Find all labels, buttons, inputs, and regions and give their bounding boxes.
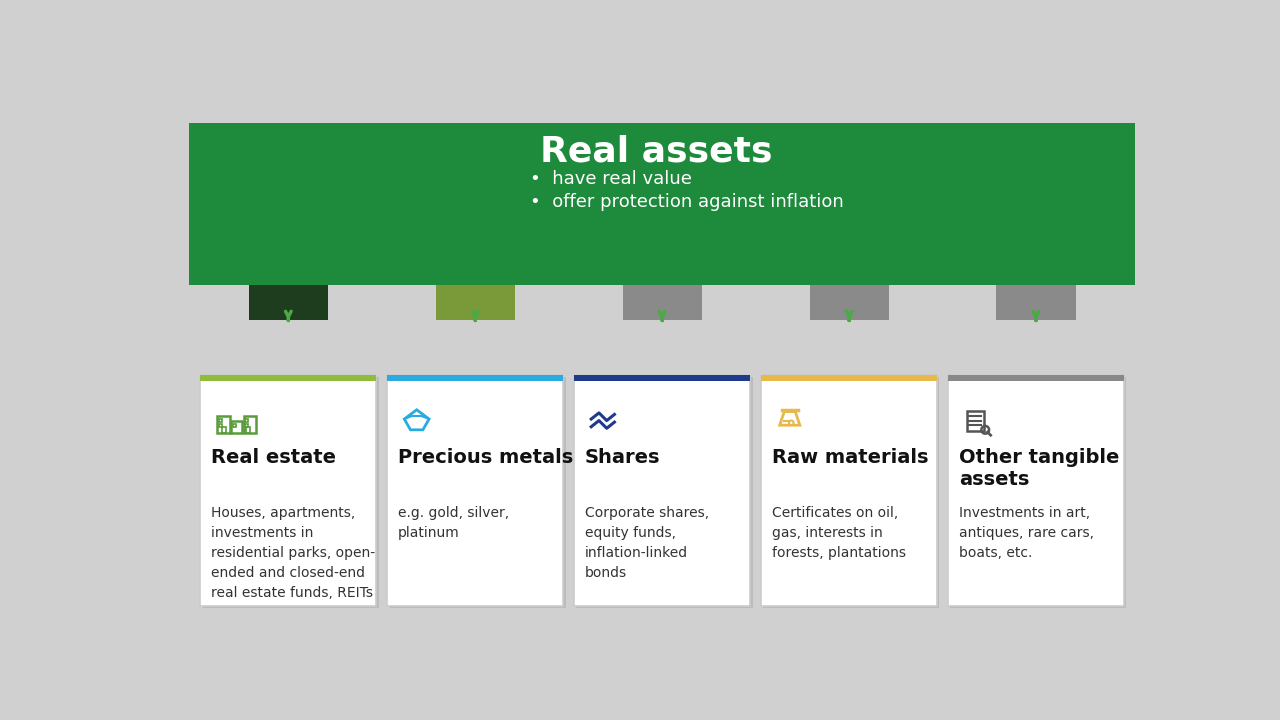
Text: Real assets: Real assets [540, 135, 772, 169]
Text: Raw materials: Raw materials [772, 449, 928, 467]
Bar [200, 375, 376, 382]
Bar [575, 375, 750, 382]
Bar [248, 285, 328, 320]
Text: Corporate shares,
equity funds,
inflation-linked
bonds: Corporate shares, equity funds, inflatio… [585, 506, 709, 580]
Text: Shares: Shares [585, 449, 660, 467]
Text: •  offer protection against inflation: • offer protection against inflation [530, 193, 845, 211]
Bar [762, 375, 937, 382]
Text: •  have real value: • have real value [530, 170, 692, 188]
Bar [218, 416, 229, 433]
Bar [233, 423, 236, 427]
Bar [219, 419, 221, 422]
Bar [243, 416, 256, 433]
FancyBboxPatch shape [575, 375, 750, 606]
Bar [221, 427, 225, 433]
Bar [435, 285, 515, 320]
Bar [948, 375, 1124, 382]
FancyBboxPatch shape [763, 377, 940, 608]
Bar [246, 419, 248, 422]
Text: e.g. gold, silver,
platinum: e.g. gold, silver, platinum [398, 506, 509, 540]
FancyBboxPatch shape [762, 375, 937, 606]
Text: Investments in art,
antiques, rare cars,
boats, etc.: Investments in art, antiques, rare cars,… [959, 506, 1094, 560]
Bar [809, 285, 888, 320]
Bar [966, 411, 983, 431]
Text: Precious metals: Precious metals [398, 449, 573, 467]
Bar [246, 427, 250, 433]
FancyBboxPatch shape [202, 377, 379, 608]
Bar [232, 420, 242, 433]
Text: Houses, apartments,
investments in
residential parks, open-
ended and closed-end: Houses, apartments, investments in resid… [211, 506, 375, 600]
FancyBboxPatch shape [950, 377, 1126, 608]
Bar [996, 285, 1075, 320]
FancyBboxPatch shape [576, 377, 753, 608]
FancyBboxPatch shape [189, 123, 1135, 285]
Bar [219, 423, 221, 427]
FancyBboxPatch shape [948, 375, 1124, 606]
Bar [388, 375, 563, 382]
Text: Other tangible
assets: Other tangible assets [959, 449, 1119, 490]
Text: Real estate: Real estate [211, 449, 337, 467]
Bar [622, 285, 701, 320]
Text: Certificates on oil,
gas, interests in
forests, plantations: Certificates on oil, gas, interests in f… [772, 506, 906, 560]
Bar [246, 423, 248, 427]
FancyBboxPatch shape [389, 377, 566, 608]
FancyBboxPatch shape [388, 375, 563, 606]
FancyBboxPatch shape [200, 375, 376, 606]
